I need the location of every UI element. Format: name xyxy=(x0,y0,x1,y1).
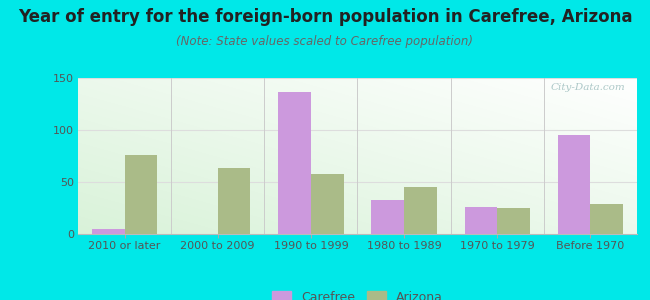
Bar xyxy=(311,174,343,234)
Legend: Carefree, Arizona: Carefree, Arizona xyxy=(267,286,448,300)
Bar xyxy=(125,155,157,234)
Text: Year of entry for the foreign-born population in Carefree, Arizona: Year of entry for the foreign-born popul… xyxy=(18,8,632,26)
Text: (Note: State values scaled to Carefree population): (Note: State values scaled to Carefree p… xyxy=(177,34,473,47)
Bar xyxy=(372,200,404,234)
Bar xyxy=(278,92,311,234)
Bar xyxy=(404,187,437,234)
Bar xyxy=(465,207,497,234)
Bar xyxy=(590,204,623,234)
Bar xyxy=(497,208,530,234)
Bar xyxy=(92,229,125,234)
Bar xyxy=(558,135,590,234)
Text: City-Data.com: City-Data.com xyxy=(551,83,626,92)
Bar xyxy=(218,169,250,234)
